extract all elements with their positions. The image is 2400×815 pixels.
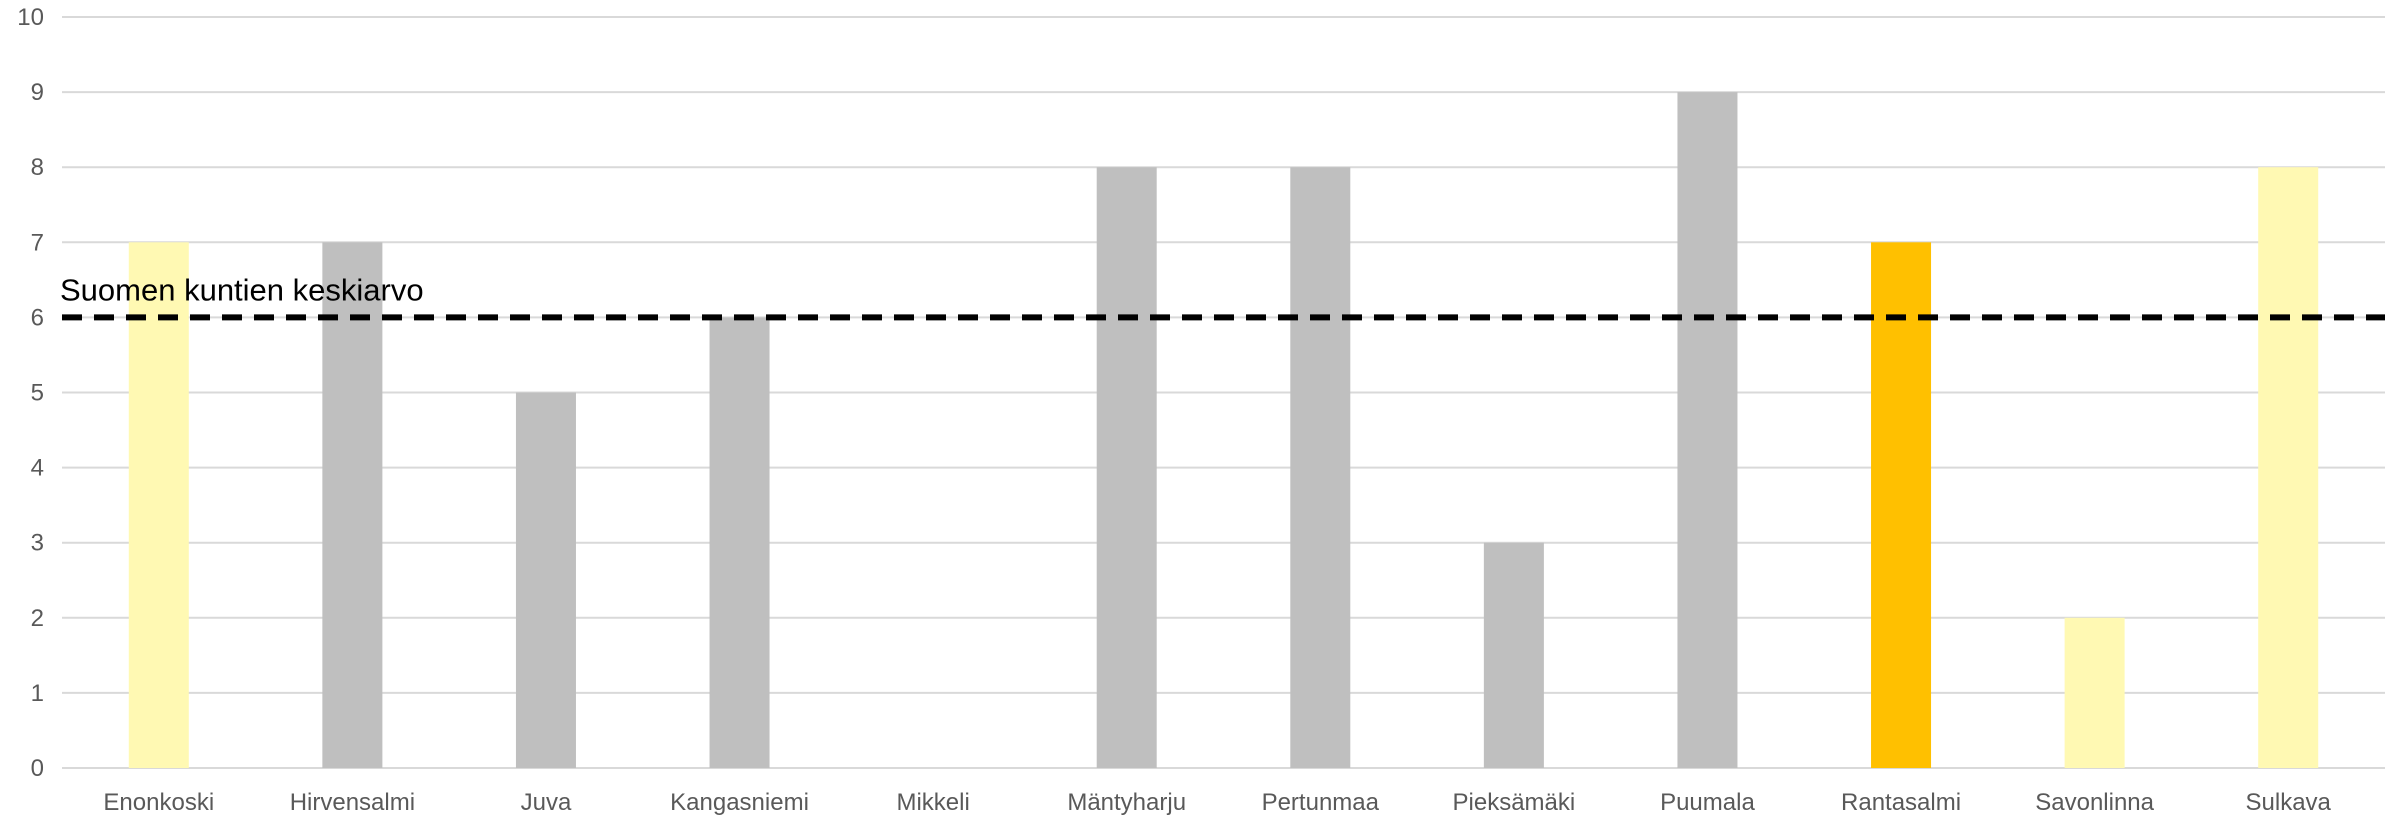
x-tick-label: Savonlinna — [2035, 789, 2154, 815]
reference-line-group: Suomen kuntien keskiarvo — [60, 272, 2385, 321]
y-tick-label: 4 — [31, 455, 44, 482]
x-tick-label: Juva — [521, 789, 572, 815]
bar-kangasniemi — [709, 317, 770, 768]
y-tick-label: 3 — [31, 530, 44, 557]
bar-juva — [515, 392, 576, 768]
bar-savonlinna — [2064, 617, 2125, 768]
x-tick-label: Pertunmaa — [1262, 789, 1380, 815]
x-tick-label: Puumala — [1660, 789, 1755, 815]
y-tick-label: 9 — [31, 79, 44, 106]
bar-puumala — [1677, 92, 1738, 769]
bar-pertunmaa — [1290, 167, 1351, 768]
y-tick-label: 8 — [31, 154, 44, 181]
bar-rantasalmi — [1871, 242, 1932, 769]
x-tick-label: Rantasalmi — [1841, 789, 1961, 815]
bars — [128, 92, 2319, 769]
bar-sulkava — [2258, 167, 2319, 768]
gridlines — [62, 16, 2385, 769]
y-tick-label: 10 — [17, 4, 44, 31]
bar-hirvensalmi — [322, 242, 383, 769]
bar-mäntyharju — [1096, 167, 1157, 768]
bar-enonkoski — [128, 242, 189, 769]
x-tick-label: Hirvensalmi — [290, 789, 415, 815]
y-axis-ticks: 0 1 2 3 4 5 6 7 8 9 10 — [17, 4, 44, 782]
x-tick-label: Mäntyharju — [1067, 789, 1186, 815]
x-axis-ticks: Enonkoski Hirvensalmi Juva Kangasniemi Mikke… — [103, 789, 2331, 815]
x-tick-label: Pieksämäki — [1453, 789, 1576, 815]
x-tick-label: Mikkeli — [896, 789, 969, 815]
y-tick-label: 0 — [31, 755, 44, 782]
x-tick-label: Enonkoski — [103, 789, 214, 815]
bar-pieksämäki — [1483, 542, 1544, 768]
reference-line-label: Suomen kuntien keskiarvo — [60, 272, 424, 307]
y-tick-label: 6 — [31, 304, 44, 331]
y-tick-label: 5 — [31, 380, 44, 407]
x-tick-label: Kangasniemi — [670, 789, 809, 815]
x-tick-label: Sulkava — [2246, 789, 2332, 815]
y-tick-label: 2 — [31, 605, 44, 632]
y-tick-label: 1 — [31, 680, 44, 707]
y-tick-label: 7 — [31, 229, 44, 256]
